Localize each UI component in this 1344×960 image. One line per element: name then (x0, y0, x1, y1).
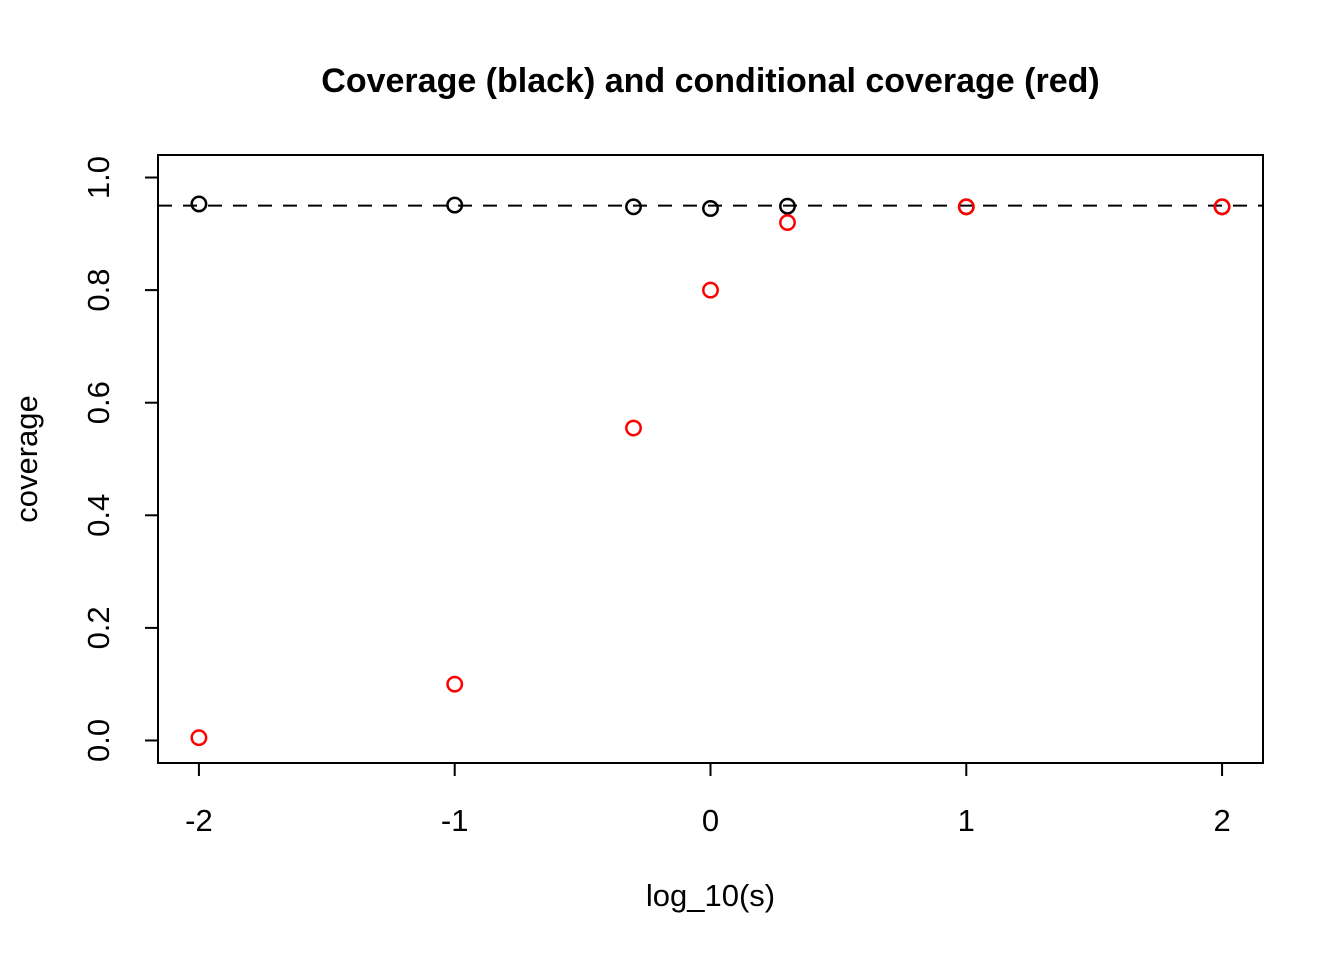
y-tick-label: 1.0 (81, 156, 116, 199)
data-point-conditional-coverage (779, 214, 796, 232)
data-point-conditional-coverage (702, 281, 719, 299)
y-tick-label: 0.6 (81, 381, 116, 424)
plot-box (157, 154, 1264, 764)
x-tick-label: 2 (1213, 803, 1230, 838)
data-point-coverage (702, 200, 719, 217)
x-tick-label: 1 (958, 803, 975, 838)
data-point-conditional-coverage (190, 729, 208, 747)
chart-title: Coverage (black) and conditional coverag… (321, 62, 1100, 100)
data-point-conditional-coverage (957, 198, 975, 216)
x-axis-title: log_10(s) (645, 878, 776, 913)
data-point-conditional-coverage (1213, 198, 1231, 216)
data-point-coverage (779, 197, 796, 215)
y-tick-label: 0.0 (81, 719, 116, 762)
y-tick-label: 0.2 (81, 606, 116, 649)
data-point-coverage (190, 195, 208, 213)
y-tick-label: 0.8 (81, 269, 116, 312)
x-tick-label: -2 (185, 803, 213, 838)
data-point-coverage (625, 198, 642, 216)
x-tick-label: -1 (441, 803, 469, 838)
data-point-coverage (446, 196, 464, 214)
data-point-conditional-coverage (446, 675, 464, 693)
y-tick-label: 0.4 (81, 494, 116, 537)
y-axis-title: coverage (9, 395, 44, 523)
data-point-conditional-coverage (625, 419, 642, 437)
x-tick-label: 0 (702, 803, 719, 838)
